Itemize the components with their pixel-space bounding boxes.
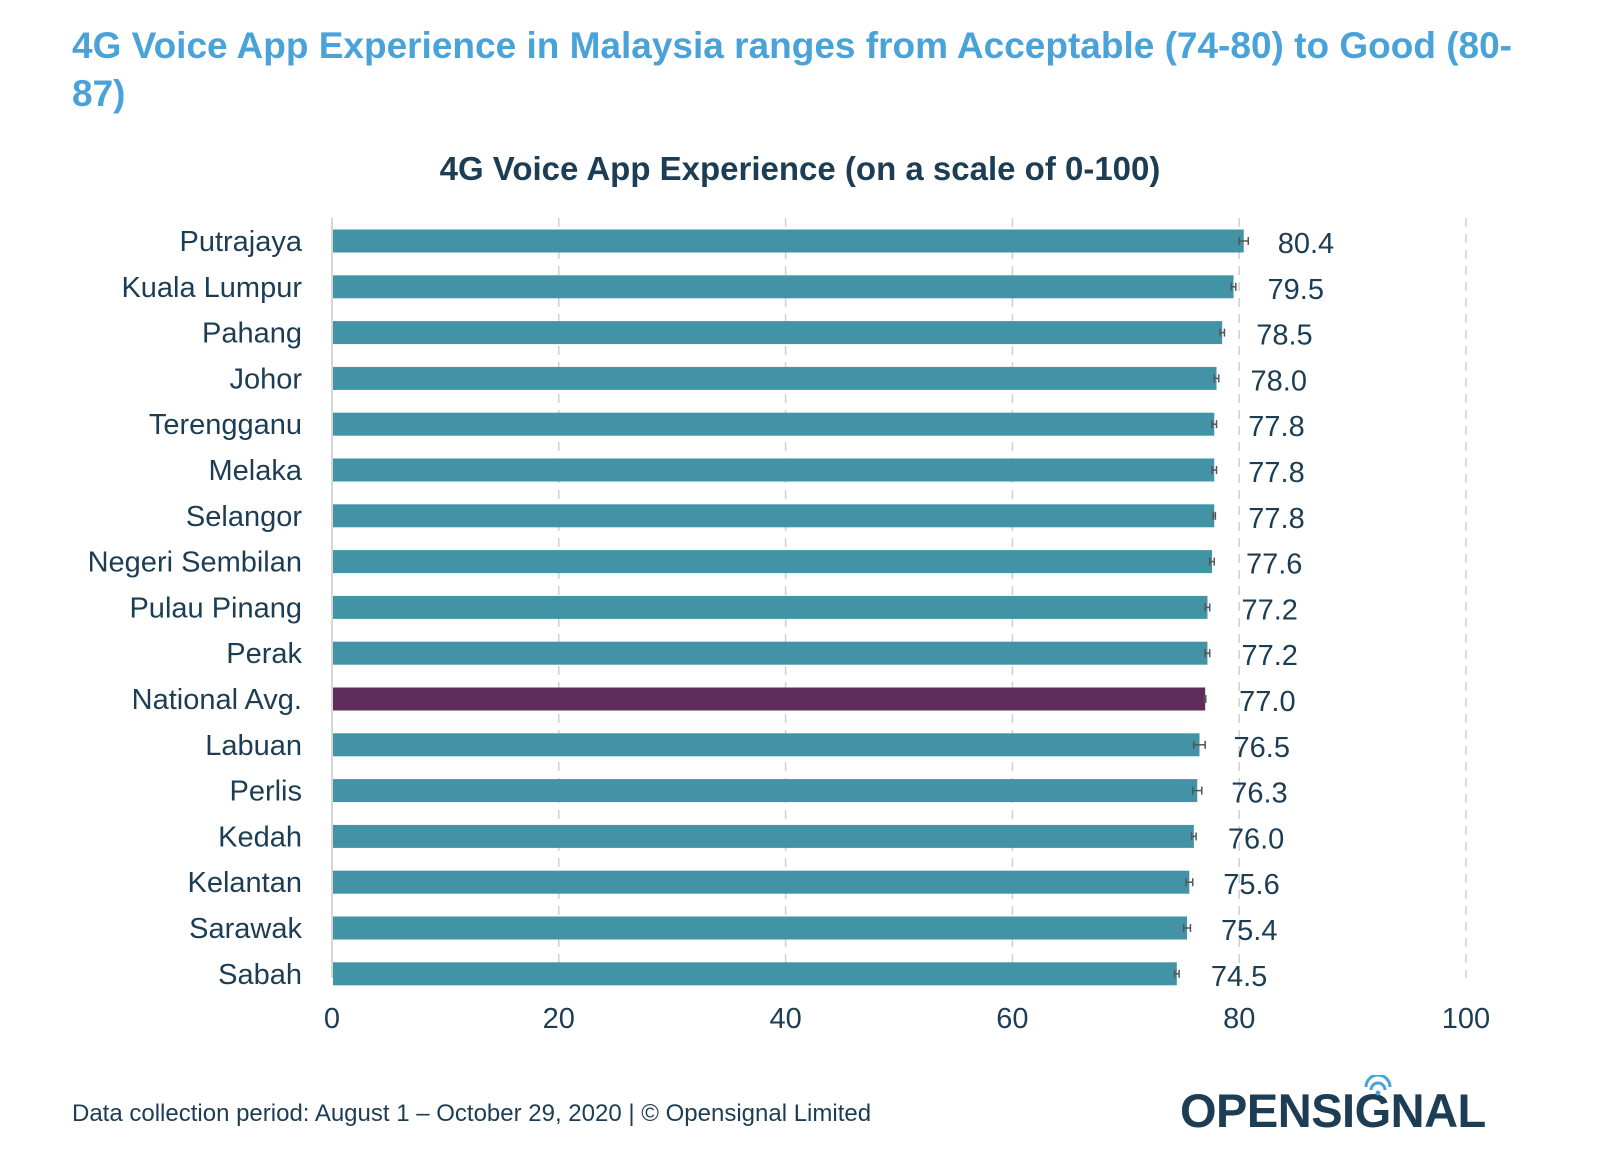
x-tick-label: 100: [1442, 1003, 1490, 1035]
x-tick-label: 60: [996, 1003, 1028, 1035]
value-label: 75.6: [1223, 869, 1279, 901]
category-label: Melaka: [209, 455, 303, 487]
bar: [333, 916, 1188, 940]
value-label: 77.0: [1239, 686, 1295, 718]
bar: [333, 687, 1206, 711]
bar: [333, 275, 1234, 299]
bar: [333, 412, 1215, 436]
category-label: Sabah: [218, 959, 302, 991]
value-label: 76.5: [1234, 732, 1290, 764]
bar: [333, 962, 1177, 986]
value-label: 76.3: [1231, 778, 1287, 810]
category-label: Labuan: [205, 730, 302, 762]
signal-waves-icon: [1364, 1075, 1392, 1096]
category-label: National Avg.: [132, 684, 302, 716]
value-label: 77.2: [1241, 594, 1297, 626]
x-tick-label: 80: [1223, 1003, 1255, 1035]
category-label: Pahang: [202, 318, 302, 350]
opensignal-logo: OPENSIGNAL: [1180, 1075, 1520, 1137]
category-label: Kedah: [218, 821, 302, 853]
x-tick-label: 0: [324, 1003, 340, 1035]
bar: [333, 733, 1200, 757]
category-label: Pulau Pinang: [129, 592, 302, 624]
category-label: Kelantan: [188, 867, 303, 899]
chart-title: 4G Voice App Experience (on a scale of 0…: [439, 150, 1161, 187]
value-label: 75.4: [1221, 915, 1277, 947]
x-tick-label: 20: [543, 1003, 575, 1035]
bar: [333, 504, 1215, 528]
category-label: Putrajaya: [179, 226, 302, 258]
bar: [333, 550, 1212, 574]
bar: [333, 824, 1194, 848]
value-label: 77.8: [1248, 457, 1304, 489]
value-label: 79.5: [1268, 274, 1324, 306]
bar: [333, 458, 1215, 482]
bar-chart: 0 20 40 60 80 100 Putrajaya 80.4 Kuala Lumpur 79.…: [88, 218, 1490, 1035]
bar: [333, 595, 1208, 619]
value-label: 78.5: [1256, 320, 1312, 352]
footer-note: Data collection period: August 1 – Octob…: [72, 1100, 872, 1127]
category-label: Sarawak: [189, 913, 302, 945]
value-label: 77.2: [1241, 640, 1297, 672]
category-label: Kuala Lumpur: [121, 272, 302, 304]
bar: [333, 321, 1223, 345]
value-label: 77.6: [1246, 549, 1302, 581]
value-label: 76.0: [1228, 823, 1284, 855]
category-label: Negeri Sembilan: [88, 547, 302, 579]
category-label: Selangor: [186, 501, 302, 533]
value-label: 77.8: [1248, 411, 1304, 443]
value-label: 77.8: [1248, 503, 1304, 535]
bar: [333, 641, 1208, 665]
category-label: Johor: [229, 363, 302, 395]
value-label: 80.4: [1278, 228, 1334, 260]
bar: [333, 870, 1190, 894]
x-tick-label: 40: [769, 1003, 801, 1035]
headline: 4G Voice App Experience in Malaysia rang…: [72, 25, 1513, 114]
bar: [333, 229, 1244, 253]
category-label: Perlis: [229, 776, 302, 808]
value-label: 74.5: [1211, 961, 1267, 993]
logo-text: OPENSIGNAL: [1180, 1084, 1486, 1137]
category-label: Terengganu: [149, 409, 302, 441]
bar: [333, 779, 1198, 803]
bar: [333, 366, 1217, 390]
category-label: Perak: [226, 638, 302, 670]
value-label: 78.0: [1251, 365, 1307, 397]
